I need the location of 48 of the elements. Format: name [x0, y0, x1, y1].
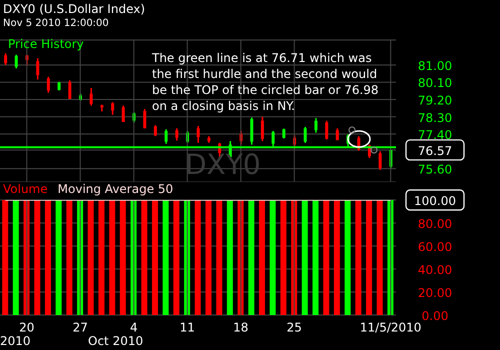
candlestick: [164, 128, 168, 145]
y-tick-label: 75.60: [418, 162, 452, 177]
candlestick: [304, 126, 307, 144]
candlestick: [46, 76, 50, 94]
text: 2010: [0, 334, 31, 348]
candlestick: [260, 116, 264, 142]
x-tick-label: 25: [286, 320, 302, 335]
annotation: The green line is at 76.71 which was the first hurdle and the second would be the TOP of the circled bar or 76.98 on a closing basis in NY.: [152, 50, 380, 114]
candlestick: [196, 125, 200, 144]
x-tick-label: 18: [233, 320, 248, 335]
y-tick-label: 80.10: [418, 76, 452, 90]
y-tick-label: 20.00: [418, 286, 452, 300]
candlestick: [90, 87, 93, 106]
candlestick: [36, 57, 40, 80]
candlestick: [325, 120, 328, 140]
text: Oct 2010: [88, 334, 144, 348]
y-tick-label: 76.57: [418, 144, 452, 158]
chart-subtitle: Nov 5 2010 12:00:00: [3, 18, 109, 29]
y-tick-label: 0.00: [422, 309, 448, 323]
series-label: Moving Average 50: [58, 182, 174, 196]
y-tick-label: 80.00: [418, 217, 452, 231]
x-tick-label: 20: [19, 320, 34, 335]
candlestick: [68, 80, 72, 100]
candlestick: [378, 150, 382, 171]
candlestick: [143, 108, 146, 130]
y-tick-label: 40.00: [418, 263, 452, 277]
y-tick-label: 100.00: [414, 194, 456, 208]
y-tick-label: 81.00: [418, 58, 452, 73]
candlestick: [14, 54, 18, 70]
y-tick-label: 77.40: [418, 128, 452, 142]
x-tick-label: 11/5/2010: [360, 320, 422, 335]
x-tick-label: 4: [130, 320, 138, 335]
candlestick: [4, 52, 8, 66]
x-tick-label: 27: [72, 320, 88, 335]
y-tick-label: 60.00: [418, 240, 452, 254]
candlestick: [314, 117, 318, 134]
candlestick: [250, 116, 254, 146]
candlestick: [175, 128, 178, 142]
y-tick-label: 79.20: [418, 93, 452, 108]
annotation: Price History: [8, 37, 84, 51]
candlestick: [154, 124, 157, 137]
chart-title: DXY0 (U.S.Dollar Index): [3, 2, 146, 16]
series-label: Volume: [3, 182, 48, 196]
x-tick-label: 11: [180, 320, 195, 335]
candlestick: [122, 104, 125, 123]
candlestick: [111, 101, 114, 116]
y-tick-label: 78.30: [418, 110, 452, 125]
candlestick: [282, 128, 286, 140]
